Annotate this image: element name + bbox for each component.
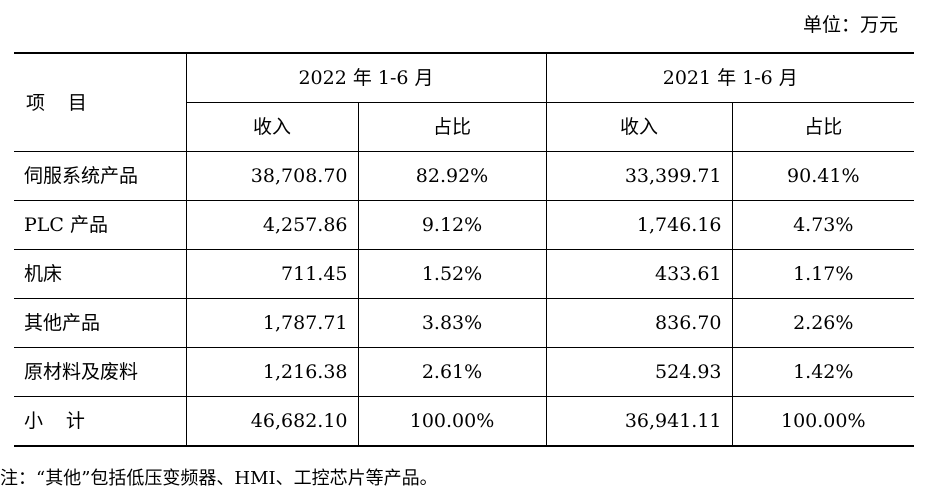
row-revenue-2021: 524.93 xyxy=(546,347,733,397)
row-share-2021: 90.41% xyxy=(732,151,915,201)
row-revenue-2022: 711.45 xyxy=(186,249,359,299)
revenue-table: 项目 2022 年 1-6 月 2021 年 1-6 月 收入 占比 收入 占比… xyxy=(14,52,915,447)
total-share-2021: 100.00% xyxy=(732,396,915,447)
row-revenue-2022: 38,708.70 xyxy=(186,151,359,201)
row-revenue-2021: 33,399.71 xyxy=(546,151,733,201)
row-name: 伺服系统产品 xyxy=(14,151,187,201)
row-share-2021: 4.73% xyxy=(732,200,915,250)
row-share-2022: 82.92% xyxy=(358,151,547,201)
row-name: 原材料及废料 xyxy=(14,347,187,397)
table-row: PLC 产品 4,257.86 9.12% 1,746.16 4.73% xyxy=(14,200,915,250)
row-revenue-2022: 4,257.86 xyxy=(186,200,359,250)
header-item: 项目 xyxy=(14,52,187,152)
row-revenue-2021: 1,746.16 xyxy=(546,200,733,250)
header-share-2022: 占比 xyxy=(358,102,547,152)
row-revenue-2021: 836.70 xyxy=(546,298,733,348)
table-row: 其他产品 1,787.71 3.83% 836.70 2.26% xyxy=(14,298,915,348)
row-name: 机床 xyxy=(14,249,187,299)
unit-label: 单位：万元 xyxy=(802,14,898,36)
header-share-2021: 占比 xyxy=(732,102,915,152)
row-revenue-2022: 1,216.38 xyxy=(186,347,359,397)
row-name: PLC 产品 xyxy=(14,200,187,250)
footnote: 注：“其他”包括低压变频器、HMI、工控芯片等产品。 xyxy=(0,468,438,489)
header-period-2021: 2021 年 1-6 月 xyxy=(546,52,915,103)
header-row-periods: 项目 2022 年 1-6 月 2021 年 1-6 月 xyxy=(14,52,915,152)
row-share-2022: 1.52% xyxy=(358,249,547,299)
table-row: 原材料及废料 1,216.38 2.61% 524.93 1.42% xyxy=(14,347,915,397)
row-share-2022: 2.61% xyxy=(358,347,547,397)
header-revenue-2021: 收入 xyxy=(546,102,733,152)
total-row: 小计 46,682.10 100.00% 36,941.11 100.00% xyxy=(14,396,915,447)
row-share-2022: 3.83% xyxy=(358,298,547,348)
row-revenue-2021: 433.61 xyxy=(546,249,733,299)
row-share-2021: 1.17% xyxy=(732,249,915,299)
table-row: 机床 711.45 1.52% 433.61 1.17% xyxy=(14,249,915,299)
row-name: 其他产品 xyxy=(14,298,187,348)
total-share-2022: 100.00% xyxy=(358,396,547,447)
header-revenue-2022: 收入 xyxy=(186,102,359,152)
total-revenue-2021: 36,941.11 xyxy=(546,396,733,447)
table-row: 伺服系统产品 38,708.70 82.92% 33,399.71 90.41% xyxy=(14,151,915,201)
header-row-columns: 收入 占比 收入 占比 xyxy=(14,102,915,152)
row-share-2021: 2.26% xyxy=(732,298,915,348)
total-name: 小计 xyxy=(14,396,187,447)
row-share-2021: 1.42% xyxy=(732,347,915,397)
header-period-2022: 2022 年 1-6 月 xyxy=(186,52,547,103)
total-revenue-2022: 46,682.10 xyxy=(186,396,359,447)
row-share-2022: 9.12% xyxy=(358,200,547,250)
row-revenue-2022: 1,787.71 xyxy=(186,298,359,348)
